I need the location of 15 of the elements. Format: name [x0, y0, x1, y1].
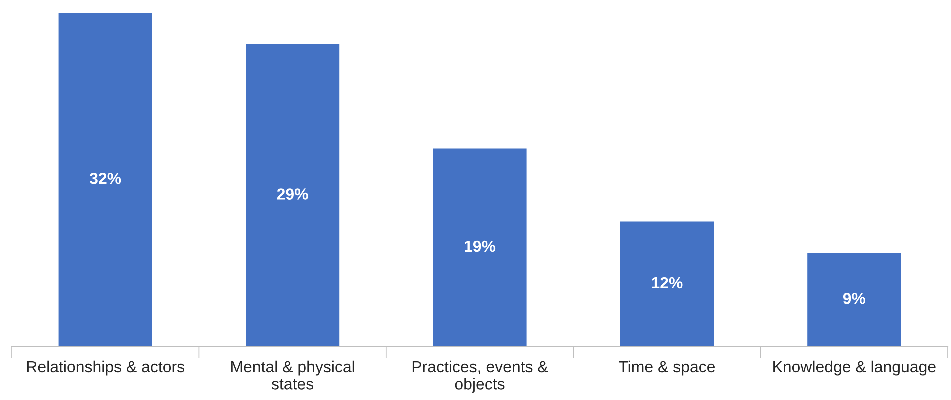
bar — [246, 44, 340, 347]
data-label: 9% — [843, 293, 866, 304]
bar — [58, 13, 152, 347]
x-tick-label: Practices, events & objects — [412, 360, 548, 393]
data-label: 12% — [652, 277, 683, 289]
bar — [808, 253, 902, 347]
data-label: 29% — [277, 188, 308, 200]
x-tick-label: Time & space — [619, 360, 716, 376]
x-tick-label: Mental & physical states — [232, 360, 354, 390]
data-label: 32% — [90, 172, 122, 184]
bar — [620, 222, 714, 347]
data-label: 19% — [465, 240, 496, 252]
x-tick-label: Relationships & actors — [27, 360, 184, 376]
x-tick-label: Knowledge & language — [774, 360, 936, 376]
bar — [433, 148, 527, 347]
